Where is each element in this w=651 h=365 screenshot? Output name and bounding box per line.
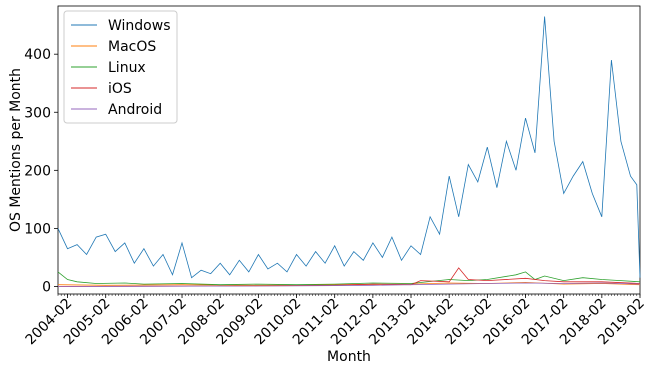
x-axis-label: Month	[327, 349, 371, 365]
y-tick-label: 200	[24, 163, 51, 179]
legend-label-macos: MacOS	[108, 39, 156, 55]
y-tick-label: 300	[24, 105, 51, 121]
legend-label-ios: iOS	[108, 81, 132, 97]
legend-label-windows: Windows	[108, 18, 171, 34]
series-line-windows	[57, 16, 641, 279]
y-tick-label: 100	[24, 221, 51, 237]
y-tick-label: 400	[24, 47, 51, 63]
legend-label-android: Android	[108, 102, 162, 118]
plot-frame	[57, 5, 641, 295]
y-tick-label: 0	[42, 279, 51, 295]
x-axis: 2004-022005-022006-022007-022008-022009-…	[23, 294, 648, 348]
legend-label-linux: Linux	[108, 60, 146, 76]
series-line-linux	[57, 271, 641, 286]
series-line-ios	[57, 267, 641, 287]
series-line-macos	[57, 281, 641, 286]
y-axis: 0 100 200 300 400	[24, 47, 58, 295]
legend-box	[63, 10, 178, 124]
series-line-android	[57, 282, 641, 287]
series-layer	[57, 16, 641, 287]
y-axis-label: OS Mentions per Month	[8, 68, 24, 232]
legend: Windows MacOS Linux iOS Android	[63, 10, 178, 124]
